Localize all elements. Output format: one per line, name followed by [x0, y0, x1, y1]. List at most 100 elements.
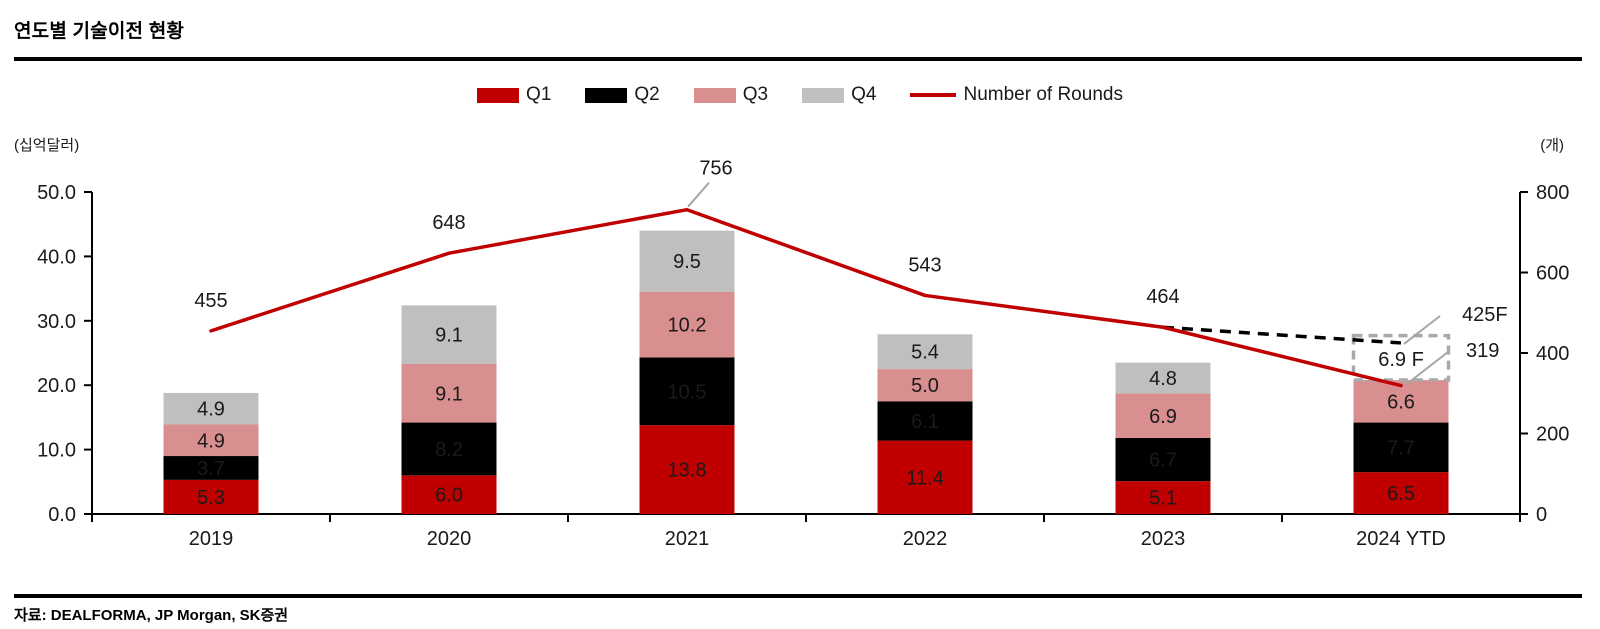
bar-segment-label: 5.4 [911, 342, 939, 364]
bar-segment-label: 9.1 [435, 383, 463, 405]
rounds-point-label-last: 319 [1466, 340, 1499, 362]
x-category-label: 2023 [1141, 528, 1186, 550]
legend-label: Q2 [634, 84, 660, 105]
bar-segment-label: 10.5 [668, 381, 707, 403]
leader-line-forecast [1403, 315, 1441, 345]
left-axis-tick-label: 0.0 [48, 504, 76, 526]
left-axis-tick-label: 40.0 [37, 246, 76, 268]
bar-segment-q3-2023 [1115, 393, 1211, 439]
bar-segment-label: 5.1 [1149, 488, 1177, 510]
forecast-box-label: 6.9 F [1378, 349, 1424, 371]
x-category-label: 2020 [427, 528, 472, 550]
rounds-point-label: 756 [699, 158, 732, 180]
bar-segment-label: 4.9 [197, 430, 225, 452]
bar-segment-label: 6.9 [1149, 406, 1177, 428]
legend-label: Q4 [851, 84, 877, 105]
right-axis-tick-label: 800 [1536, 182, 1569, 204]
bar-segment-q2-2019 [163, 456, 259, 480]
rounds-line [209, 207, 1403, 388]
left-axis-unit-label: (십억달러) [14, 137, 80, 154]
legend-label: Number of Rounds [963, 84, 1123, 105]
bar-segment-q1-2024-YTD [1353, 472, 1449, 514]
bar-segment-label: 9.5 [673, 251, 701, 273]
bar-segment-q1-2021 [639, 425, 735, 514]
right-axis-tick-label: 0 [1536, 504, 1547, 526]
bar-segment-q2-2024-YTD [1353, 422, 1449, 473]
legend-color-swatch [477, 87, 520, 103]
title-rule [14, 57, 1582, 61]
rounds-point-label: 543 [908, 254, 941, 276]
bar-segment-label: 6.6 [1387, 391, 1415, 413]
bar-segment-q4-2019 [163, 392, 259, 425]
bar-segment-label: 9.1 [435, 325, 463, 347]
legend-color-swatch [802, 87, 845, 103]
right-axis-tick-label: 200 [1536, 424, 1569, 446]
forecast-box [1351, 333, 1451, 382]
legend-item-q1: Q1 [477, 84, 551, 106]
right-axis-unit-label: (개) [1540, 137, 1564, 154]
rounds-point-label: 648 [432, 212, 465, 234]
legend-label: Q3 [742, 84, 769, 105]
bar-segment-label: 10.2 [668, 315, 707, 337]
x-category-label: 2024 YTD [1356, 528, 1446, 550]
legend-color-swatch [585, 87, 628, 103]
bar-segment-q3-2022 [877, 369, 973, 402]
legend-item-number-of-rounds: Number of Rounds [910, 84, 1123, 106]
bar-segment-q1-2019 [163, 479, 259, 514]
bar-segment-q4-2020 [401, 305, 497, 364]
bar-segment-q4-2021 [639, 230, 735, 292]
bar-segment-label: 11.4 [906, 467, 943, 489]
bar-segment-label: 6.0 [435, 485, 463, 507]
bar-segment-label: 8.2 [435, 439, 463, 461]
bar-segment-label: 4.9 [197, 399, 225, 421]
bar-segment-q1-2020 [401, 475, 497, 514]
bar-segment-q1-2023 [1115, 481, 1211, 514]
left-axis-tick-label: 10.0 [37, 440, 76, 462]
right-axis-tick-label: 600 [1536, 263, 1569, 285]
bar-segment-q4-2022 [877, 334, 973, 370]
right-axis-tick-label: 400 [1536, 343, 1569, 365]
rounds-point-label: 455 [194, 290, 227, 312]
footer-rule [14, 594, 1582, 598]
left-axis-tick-label: 50.0 [37, 182, 76, 204]
source-text: 자료: DEALFORMA, JP Morgan, SK증권 [14, 607, 289, 624]
rounds-point-label: 464 [1146, 286, 1179, 308]
legend-color-swatch [693, 87, 736, 103]
bar-segment-label: 6.1 [911, 411, 939, 433]
leader-line-last-point [1405, 351, 1449, 386]
bar-segment-label: 13.8 [668, 460, 707, 482]
legend-line-swatch [910, 93, 957, 97]
left-axis-tick-label: 30.0 [37, 311, 76, 333]
bar-segment-q1-2022 [877, 440, 973, 514]
bar-segment-label: 4.8 [1149, 368, 1177, 390]
x-category-label: 2021 [665, 528, 710, 550]
bar-segment-label: 5.0 [911, 375, 939, 397]
forecast-rounds-label: 425F [1462, 304, 1508, 326]
legend-item-q4: Q4 [802, 84, 876, 106]
forecast-rounds-line [1162, 325, 1402, 345]
bar-segment-q3-2020 [401, 363, 497, 423]
x-category-label: 2019 [189, 528, 234, 550]
bar-segment-q2-2021 [639, 357, 735, 426]
chart-legend: Q1 Q2 Q3 Q4 Number of Rounds [0, 84, 1600, 106]
bar-segment-q2-2022 [877, 401, 973, 441]
bar-segment-label: 7.7 [1387, 437, 1415, 459]
x-category-label: 2022 [903, 528, 948, 550]
leader-line-peak [687, 182, 710, 208]
legend-label: Q1 [526, 84, 552, 105]
bar-segment-label: 5.3 [197, 487, 225, 509]
left-axis-tick-label: 20.0 [37, 375, 76, 397]
bar-segment-label: 3.7 [197, 458, 225, 480]
bar-segment-q3-2021 [639, 291, 735, 358]
legend-item-q2: Q2 [585, 84, 660, 106]
page-title: 연도별 기술이전 현황 [14, 21, 185, 42]
bar-segment-q2-2020 [401, 422, 497, 476]
legend-item-q3: Q3 [693, 84, 769, 106]
bar-segment-label: 6.7 [1149, 450, 1177, 472]
bar-segment-label: 6.5 [1387, 483, 1415, 505]
bar-segment-q3-2019 [163, 424, 259, 457]
bar-segment-q2-2023 [1115, 438, 1211, 482]
bar-segment-q4-2023 [1115, 362, 1211, 394]
